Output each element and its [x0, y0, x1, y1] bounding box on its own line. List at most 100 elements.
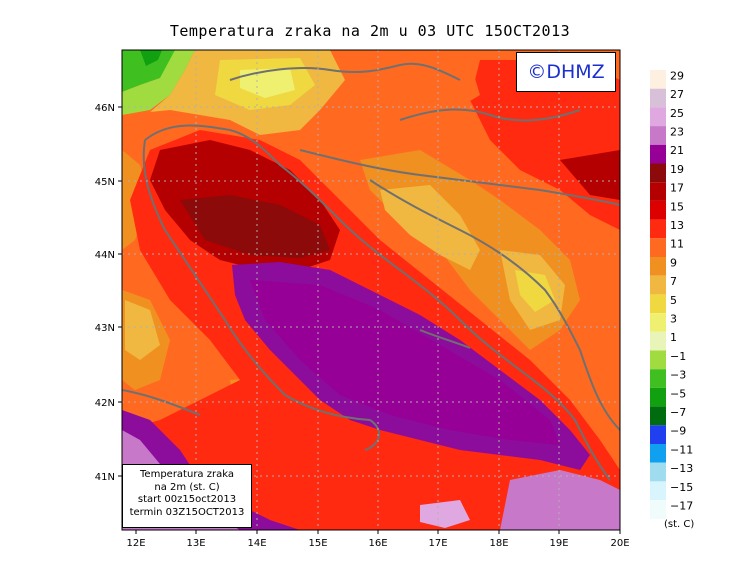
colorbar-swatch — [650, 369, 666, 388]
colorbar-label: 7 — [670, 275, 677, 288]
colorbar-label: 29 — [670, 69, 684, 82]
x-tick-label: 19E — [549, 538, 568, 549]
map-frame — [121, 49, 621, 531]
colorbar-label: −7 — [670, 406, 686, 419]
colorbar-label: −11 — [670, 443, 693, 456]
dhmz-logo: ©DHMZ — [516, 52, 616, 92]
colorbar-swatch — [650, 387, 666, 407]
colorbar-swatch — [650, 313, 666, 332]
colorbar-swatch — [650, 182, 666, 201]
colorbar-label: 9 — [670, 256, 677, 269]
hungary-deep-red-zone — [560, 150, 620, 200]
colorbar-label: 27 — [670, 88, 684, 101]
map-info-box: Temperatura zraka na 2m (st. C) start 00… — [122, 464, 252, 528]
y-tick-label: 42N — [95, 398, 115, 409]
colorbar-swatch — [650, 294, 666, 314]
colorbar-label: 13 — [670, 219, 684, 232]
colorbar-swatch — [650, 462, 666, 482]
map-title: Temperatura zraka na 2m u 03 UTC 15OCT20… — [169, 22, 571, 40]
colorbar-label: −5 — [670, 387, 686, 400]
colorbar-swatch — [650, 425, 666, 444]
colorbar-swatch — [650, 481, 666, 501]
x-tick-label: 12E — [126, 538, 145, 549]
colorbar-label: −1 — [670, 350, 686, 363]
info-line-units: na 2m (st. C) — [154, 481, 220, 493]
x-tick-label: 16E — [368, 538, 387, 549]
colorbar-swatch — [650, 350, 666, 370]
coastline-borders — [122, 62, 620, 481]
colorbar-swatch — [650, 200, 666, 220]
colorbar-label: −3 — [670, 369, 686, 382]
colorbar-swatch — [650, 107, 666, 127]
colorbar-swatch — [650, 219, 666, 239]
colorbar-label: 19 — [670, 163, 684, 176]
x-axis: 12E 13E 14E 15E 16E 17E 18E 19E 20E — [126, 530, 630, 549]
colorbar-label: 11 — [670, 238, 684, 251]
slovenia-border — [399, 108, 581, 122]
x-tick-label: 13E — [186, 538, 205, 549]
colorbar-label: 3 — [670, 312, 677, 325]
east-adriatic-coastline — [144, 124, 611, 481]
colorbar-unit-label: (st. C) — [664, 519, 694, 530]
x-tick-label: 20E — [610, 538, 629, 549]
colorbar-swatch — [650, 70, 666, 89]
colorbar-label: 5 — [670, 294, 677, 307]
colorbar-swatch — [650, 406, 666, 426]
colorbar-label: 21 — [670, 144, 684, 157]
italy-heel-coastline — [122, 389, 201, 416]
x-tick-label: 17E — [428, 538, 447, 549]
colorbar-swatch — [650, 144, 666, 164]
temperature-field — [122, 50, 620, 530]
serbia-border — [579, 349, 620, 431]
y-tick-label: 41N — [95, 472, 115, 483]
north-pale-zone — [240, 68, 295, 98]
north-border — [229, 62, 461, 81]
colorbar: 29 27 25 23 21 19 17 15 13 11 9 7 5 3 1 −1 −3 −5 −7 −9 −11 −1… — [650, 69, 693, 519]
croatia-hungary-border — [299, 149, 620, 206]
colorbar-swatch — [650, 331, 666, 351]
x-tick-label: 14E — [247, 538, 266, 549]
alps-light-green-zone — [122, 50, 195, 115]
colorbar-swatch — [650, 88, 666, 108]
colorbar-label: 17 — [670, 182, 684, 195]
colorbar-label: −17 — [670, 499, 693, 512]
bosnia-light-yellow-zone — [515, 270, 555, 312]
colorbar-label: −15 — [670, 481, 693, 494]
adriatic-sea-core-zone — [250, 280, 560, 445]
alps-dark-green-zone — [140, 50, 162, 66]
colorbar-swatch — [650, 238, 666, 257]
colorbar-label: 23 — [670, 125, 684, 138]
gargano-coastline — [364, 419, 380, 451]
north-orange-zone — [400, 60, 480, 110]
y-tick-label: 44N — [95, 250, 115, 261]
colorbar-swatch — [650, 257, 666, 276]
pannonian-yellow-zone — [380, 185, 480, 270]
island-coastline — [419, 329, 471, 349]
bosnia-border — [369, 179, 581, 351]
y-tick-label: 46N — [95, 103, 115, 114]
west-adriatic-coastline — [142, 139, 371, 421]
y-tick-label: 43N — [95, 323, 115, 334]
y-tick-label: 45N — [95, 177, 115, 188]
info-line-variable: Temperatura zraka — [140, 469, 234, 480]
colorbar-label: −13 — [670, 462, 693, 475]
south-pink-zone — [420, 500, 470, 528]
y-axis: 46N 45N 44N 43N 42N 41N — [95, 103, 122, 483]
colorbar-swatch — [650, 163, 666, 183]
info-line-start: start 00z15oct2013 — [137, 494, 237, 505]
north-adriatic-darkest-red-zone — [180, 195, 330, 258]
colorbar-label: 1 — [670, 331, 677, 344]
colorbar-label: 15 — [670, 200, 684, 213]
info-line-termin: termin 03Z15OCT2013 — [129, 506, 245, 518]
lat-lon-grid — [122, 50, 620, 530]
colorbar-swatch — [650, 275, 666, 295]
colorbar-swatch — [650, 444, 666, 463]
x-tick-label: 15E — [308, 538, 327, 549]
x-tick-label: 18E — [489, 538, 508, 549]
colorbar-label: −9 — [670, 425, 686, 438]
colorbar-swatch — [650, 500, 666, 519]
hungary-red-zone — [470, 60, 620, 230]
southeast-lilac-zone — [500, 470, 620, 530]
colorbar-label: 25 — [670, 107, 684, 120]
